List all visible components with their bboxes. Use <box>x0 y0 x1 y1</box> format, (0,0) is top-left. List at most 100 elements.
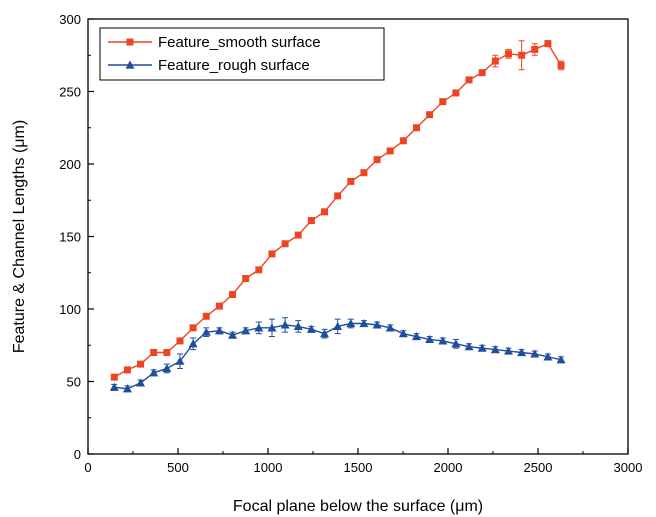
data-point <box>281 240 289 248</box>
x-tick-label: 1500 <box>344 460 373 475</box>
data-point <box>347 177 355 185</box>
y-tick-label: 150 <box>59 230 81 245</box>
legend-label: Feature_rough surface <box>158 57 310 74</box>
data-point <box>413 124 420 132</box>
y-tick-label: 200 <box>59 157 81 172</box>
data-point <box>201 327 211 336</box>
data-point <box>360 169 368 177</box>
data-point <box>268 250 276 258</box>
data-point <box>465 76 473 84</box>
y-tick-label: 50 <box>67 375 81 390</box>
data-point <box>478 69 486 77</box>
y-tick-label: 100 <box>59 302 81 317</box>
series-layer <box>109 40 566 393</box>
data-point <box>386 147 394 155</box>
data-point <box>530 349 540 358</box>
legend: Feature_smooth surface Feature_rough surf… <box>99 27 385 81</box>
x-axis-ticks: 0 500 1000 1500 2000 2500 3000 <box>84 448 642 475</box>
data-point <box>294 231 302 239</box>
data-point <box>110 373 118 381</box>
data-point <box>451 339 461 348</box>
x-tick-label: 0 <box>84 460 91 475</box>
data-point <box>556 355 566 364</box>
data-point <box>125 60 135 69</box>
data-point <box>452 89 460 97</box>
data-point <box>477 343 487 352</box>
data-point <box>398 329 408 338</box>
data-point <box>334 192 342 200</box>
data-point <box>214 326 224 335</box>
data-point <box>503 346 513 355</box>
x-tick-label: 2500 <box>524 460 553 475</box>
x-tick-label: 2000 <box>434 460 463 475</box>
legend-box <box>99 27 385 81</box>
data-point <box>150 349 158 356</box>
y-tick-label: 250 <box>59 85 81 100</box>
data-point <box>557 61 565 69</box>
data-point <box>543 352 553 361</box>
data-point <box>242 275 250 283</box>
data-point <box>254 323 264 332</box>
data-point <box>544 40 552 48</box>
data-point <box>189 324 197 332</box>
data-point <box>439 98 447 106</box>
data-point <box>464 342 474 351</box>
data-point <box>306 324 316 333</box>
data-point <box>137 360 145 368</box>
data-point <box>373 156 381 164</box>
data-point <box>293 321 303 330</box>
data-point <box>321 208 329 216</box>
series-group <box>110 40 565 381</box>
data-point <box>188 339 198 348</box>
x-axis-title: Focal plane below the surface (μm) <box>233 498 483 515</box>
data-point <box>162 363 172 373</box>
y-axis-ticks: 0 50 100 150 200 250 300 <box>59 12 94 462</box>
data-point <box>425 334 435 344</box>
data-point <box>229 291 237 298</box>
plot-frame <box>87 18 629 455</box>
data-point <box>126 38 134 46</box>
data-point <box>490 345 500 354</box>
data-point <box>307 217 315 225</box>
x-tick-label: 1000 <box>254 460 283 475</box>
legend-label: Feature_smooth surface <box>158 34 321 51</box>
data-point <box>346 319 356 328</box>
data-point <box>518 51 526 59</box>
y-axis-title: Feature & Channel Lengths (μm) <box>11 120 28 353</box>
data-point <box>372 320 382 329</box>
data-point <box>320 329 330 338</box>
data-point <box>491 57 499 65</box>
y-tick-label: 300 <box>59 12 81 27</box>
series-group <box>109 317 566 393</box>
data-point <box>228 330 238 339</box>
data-point <box>175 356 185 365</box>
data-point <box>202 312 210 320</box>
data-point <box>280 320 290 329</box>
data-point <box>163 349 171 356</box>
data-point <box>149 368 159 377</box>
data-point <box>504 50 512 58</box>
data-point <box>267 323 277 332</box>
plot-border <box>87 18 629 455</box>
data-point <box>438 336 448 345</box>
data-point <box>399 137 407 145</box>
data-point <box>241 326 251 335</box>
data-point <box>215 302 223 310</box>
x-tick-label: 3000 <box>614 460 643 475</box>
data-point <box>412 332 421 341</box>
data-point <box>531 45 539 53</box>
data-point <box>255 266 263 274</box>
data-point <box>333 321 343 330</box>
data-point <box>109 382 119 391</box>
data-point <box>176 337 184 345</box>
data-point <box>426 111 434 119</box>
data-point <box>123 366 131 374</box>
data-point <box>136 378 146 387</box>
data-point <box>359 319 369 328</box>
data-point <box>385 323 395 332</box>
data-point <box>517 348 527 357</box>
y-tick-label: 0 <box>74 447 81 462</box>
x-tick-label: 500 <box>167 460 189 475</box>
data-point <box>122 384 132 393</box>
